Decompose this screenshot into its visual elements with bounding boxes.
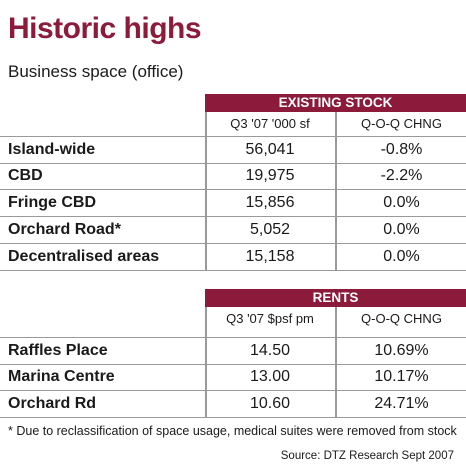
existing-stock-divider-right <box>335 112 337 271</box>
row-label: Orchard Rd <box>8 395 97 412</box>
row-value: 56,041 <box>245 141 295 158</box>
row-change: -2.2% <box>380 167 423 184</box>
table-row: CBD 19,975 -2.2% <box>0 163 466 190</box>
existing-stock-header: EXISTING STOCK <box>205 94 466 112</box>
row-label: Decentralised areas <box>8 248 160 265</box>
existing-stock-col-change: Q-O-Q CHNG <box>361 116 442 131</box>
row-change: 10.69% <box>374 342 429 359</box>
row-value: 5,052 <box>249 221 291 238</box>
rents-divider-left <box>205 307 207 418</box>
rents-col-value: Q3 '07 $psf pm <box>226 311 314 326</box>
row-label: Island-wide <box>8 141 96 158</box>
rents-header: RENTS <box>205 289 466 307</box>
source-note: Source: DTZ Research Sept 2007 <box>280 450 454 462</box>
row-label: Raffles Place <box>8 342 108 359</box>
table-row: Orchard Road* 5,052 0.0% <box>0 217 466 244</box>
row-change: 10.17% <box>374 368 429 385</box>
row-label: Marina Centre <box>8 368 115 385</box>
row-change: -0.8% <box>380 141 423 158</box>
chart-title: Historic highs <box>8 12 202 45</box>
table-row: Island-wide 56,041 -0.8% <box>0 136 466 164</box>
table-row: Orchard Rd 10.60 24.71% <box>0 391 466 418</box>
row-change: 0.0% <box>383 248 420 265</box>
row-value: 13.00 <box>249 368 291 385</box>
row-value: 15,158 <box>245 248 295 265</box>
chart-subtitle: Business space (office) <box>8 62 184 81</box>
table-row: Marina Centre 13.00 10.17% <box>0 364 466 391</box>
row-value: 14.50 <box>249 342 291 359</box>
rents-divider-right <box>335 307 337 418</box>
row-change: 0.0% <box>383 221 420 238</box>
table-row: Decentralised areas 15,158 0.0% <box>0 244 466 271</box>
row-change: 0.0% <box>383 194 420 211</box>
table-row: Raffles Place 14.50 10.69% <box>0 337 466 365</box>
footnote: * Due to reclassification of space usage… <box>8 424 457 438</box>
table-row: Fringe CBD 15,856 0.0% <box>0 190 466 217</box>
row-value: 10.60 <box>249 395 291 412</box>
existing-stock-col-value: Q3 '07 '000 sf <box>230 116 310 131</box>
row-value: 19,975 <box>245 167 295 184</box>
row-label: CBD <box>8 167 43 184</box>
rents-col-change: Q-O-Q CHNG <box>361 311 442 326</box>
row-label: Orchard Road* <box>8 221 121 238</box>
existing-stock-divider-left <box>205 112 207 271</box>
row-value: 15,856 <box>245 194 295 211</box>
row-change: 24.71% <box>374 395 429 412</box>
row-label: Fringe CBD <box>8 194 96 211</box>
